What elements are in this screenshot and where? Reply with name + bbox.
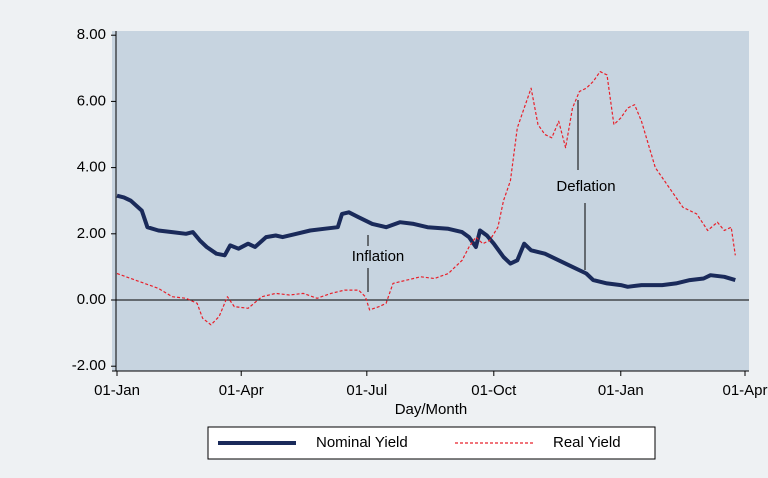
x-tick-label: 01-Apr xyxy=(219,382,264,399)
y-tick-label: 0.00 xyxy=(77,291,106,308)
x-axis-title: Day/Month xyxy=(395,401,468,418)
annotation-bg xyxy=(341,246,415,268)
x-tick-label: 01-Jan xyxy=(598,382,644,399)
y-tick-label: 6.00 xyxy=(77,92,106,109)
y-tick-label: 4.00 xyxy=(77,159,106,176)
legend-label: Real Yield xyxy=(553,434,621,451)
x-tick-label: 01-Apr xyxy=(722,382,767,399)
series-line xyxy=(116,193,736,289)
y-tick-label: -2.00 xyxy=(72,357,106,374)
x-tick-label: 01-Jan xyxy=(94,382,140,399)
x-tick-label: 01-Jul xyxy=(346,382,387,399)
annotation: Deflation xyxy=(556,178,615,195)
series-line xyxy=(116,71,736,326)
legend-label: Nominal Yield xyxy=(316,434,408,451)
plot-area xyxy=(112,31,749,371)
annotation-bg xyxy=(543,176,629,198)
y-tick-label: 8.00 xyxy=(77,26,106,43)
y-tick-label: 2.00 xyxy=(77,225,106,242)
annotation: Inflation xyxy=(352,248,405,265)
x-tick-label: 01-Oct xyxy=(471,382,517,399)
